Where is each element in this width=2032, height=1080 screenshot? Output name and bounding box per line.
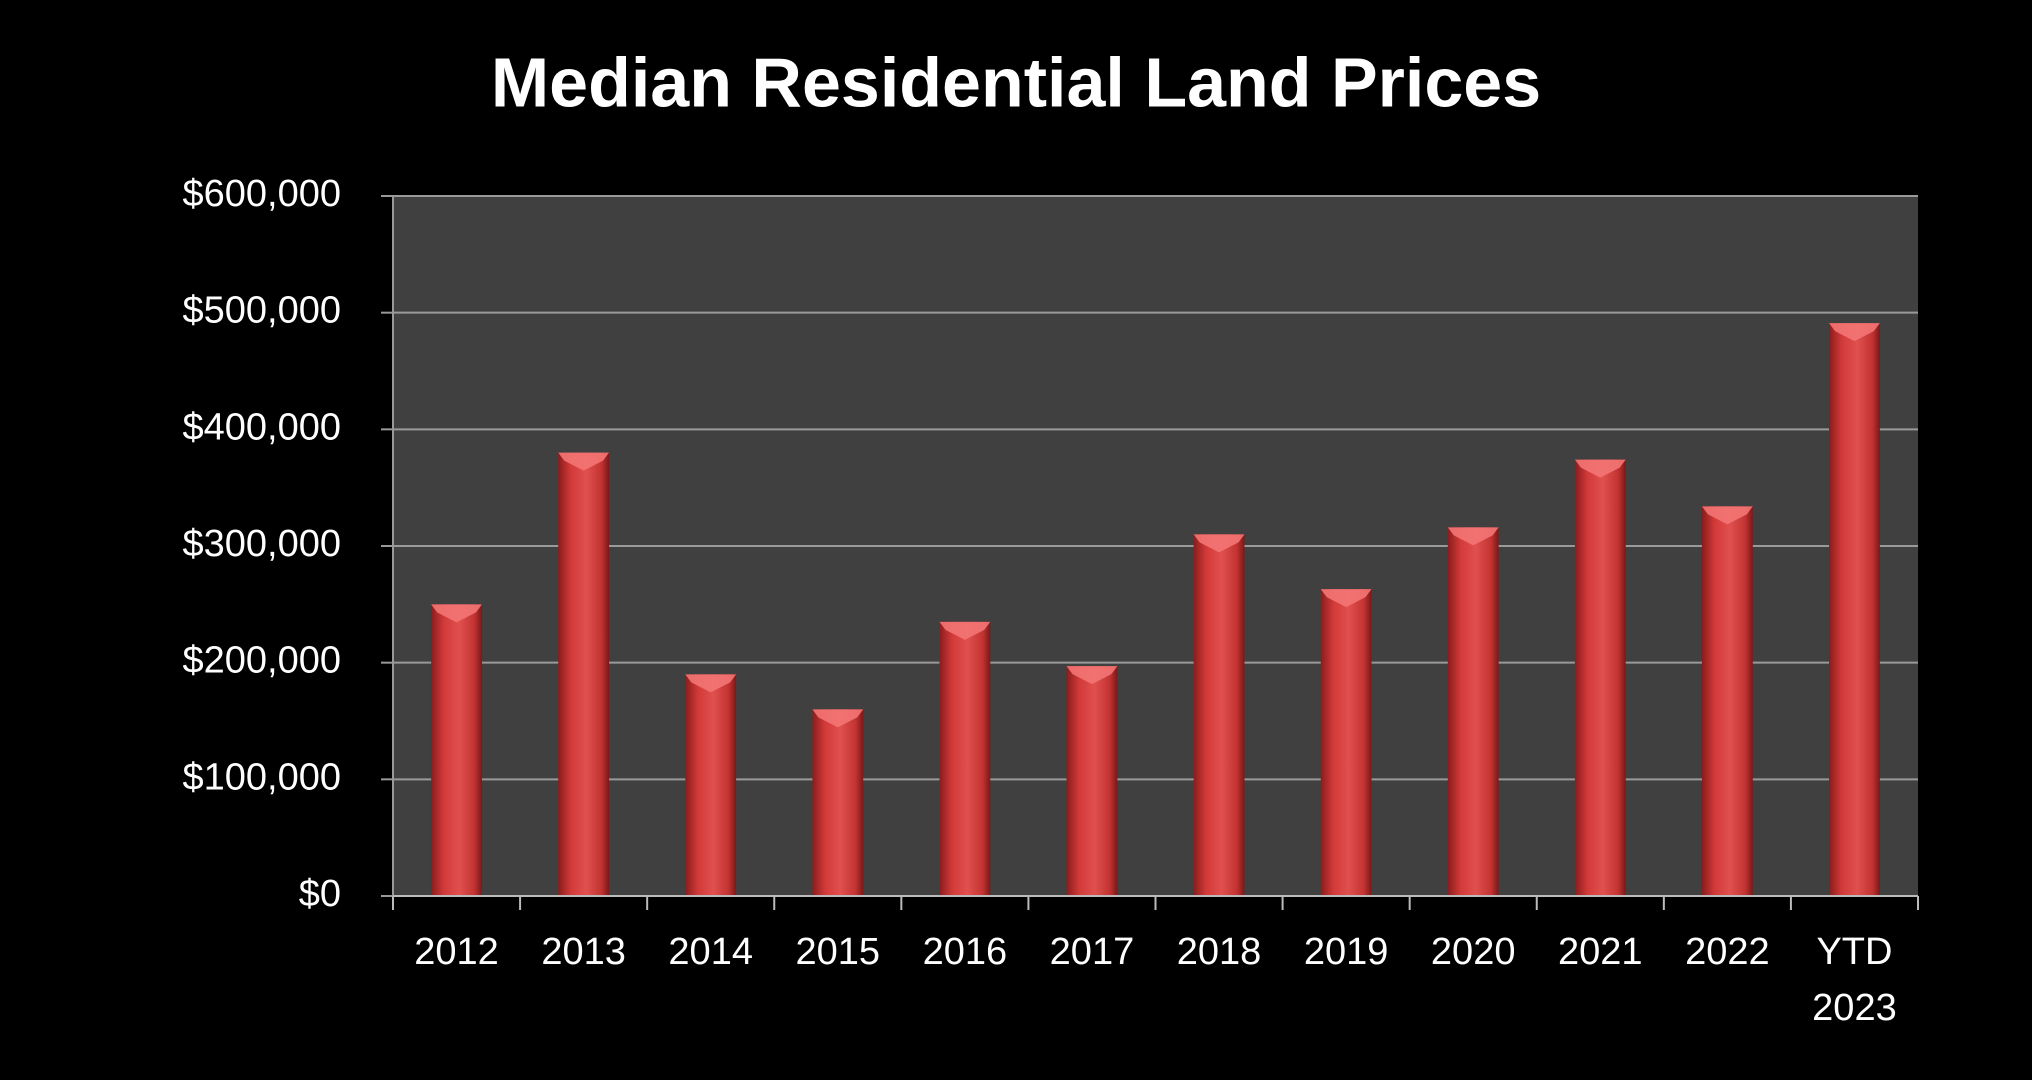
x-tick-label: 2020 — [1430, 931, 1516, 973]
bar-bevel — [1320, 589, 1372, 608]
bar-bevel — [1066, 666, 1118, 685]
y-tick-label: $200,000 — [183, 640, 342, 682]
x-tick-label: 2019 — [1303, 931, 1389, 973]
bar-bevel — [939, 621, 991, 640]
bar — [685, 674, 737, 896]
bar-bevel — [1701, 506, 1753, 525]
y-tick-label: $100,000 — [183, 756, 342, 798]
bar — [431, 604, 482, 896]
bar-bevel — [1829, 323, 1880, 342]
bar — [558, 452, 610, 896]
bar — [812, 709, 864, 896]
bar — [1447, 527, 1499, 896]
bar — [939, 621, 991, 896]
bar-bevel — [431, 604, 482, 623]
bar-bevel — [685, 674, 737, 693]
x-tick-label: 2018 — [1176, 931, 1262, 973]
y-tick-label: $300,000 — [183, 523, 342, 565]
y-tick-label: $600,000 — [183, 173, 342, 215]
y-tick-label: $500,000 — [183, 290, 342, 332]
x-tick-label: 2014 — [668, 931, 753, 973]
y-tick-label: $0 — [299, 873, 341, 915]
bar — [1193, 534, 1245, 896]
x-tick-label: 2015 — [795, 931, 881, 973]
x-tick-label: 2012 — [414, 931, 499, 973]
bar-bevel — [1574, 459, 1626, 478]
bar — [1701, 506, 1753, 896]
bar-bevel — [1193, 534, 1245, 553]
x-tick-label: 2016 — [922, 931, 1008, 973]
bar-bevel — [558, 452, 610, 471]
bar — [1574, 459, 1626, 896]
bar-bevel — [812, 709, 864, 728]
x-tick-label: 2013 — [541, 931, 626, 973]
x-tick-label: 2017 — [1049, 931, 1135, 973]
bar — [1320, 589, 1372, 896]
bar — [1066, 666, 1118, 896]
x-tick-label: YTD 2023 — [1812, 931, 1897, 1029]
y-tick-label: $400,000 — [183, 406, 342, 448]
x-tick-label: 2021 — [1558, 931, 1643, 973]
bar — [1829, 323, 1880, 897]
bar-bevel — [1447, 527, 1499, 546]
x-tick-label: 2022 — [1685, 931, 1770, 973]
chart-title: Median Residential Land Prices — [491, 43, 1541, 121]
